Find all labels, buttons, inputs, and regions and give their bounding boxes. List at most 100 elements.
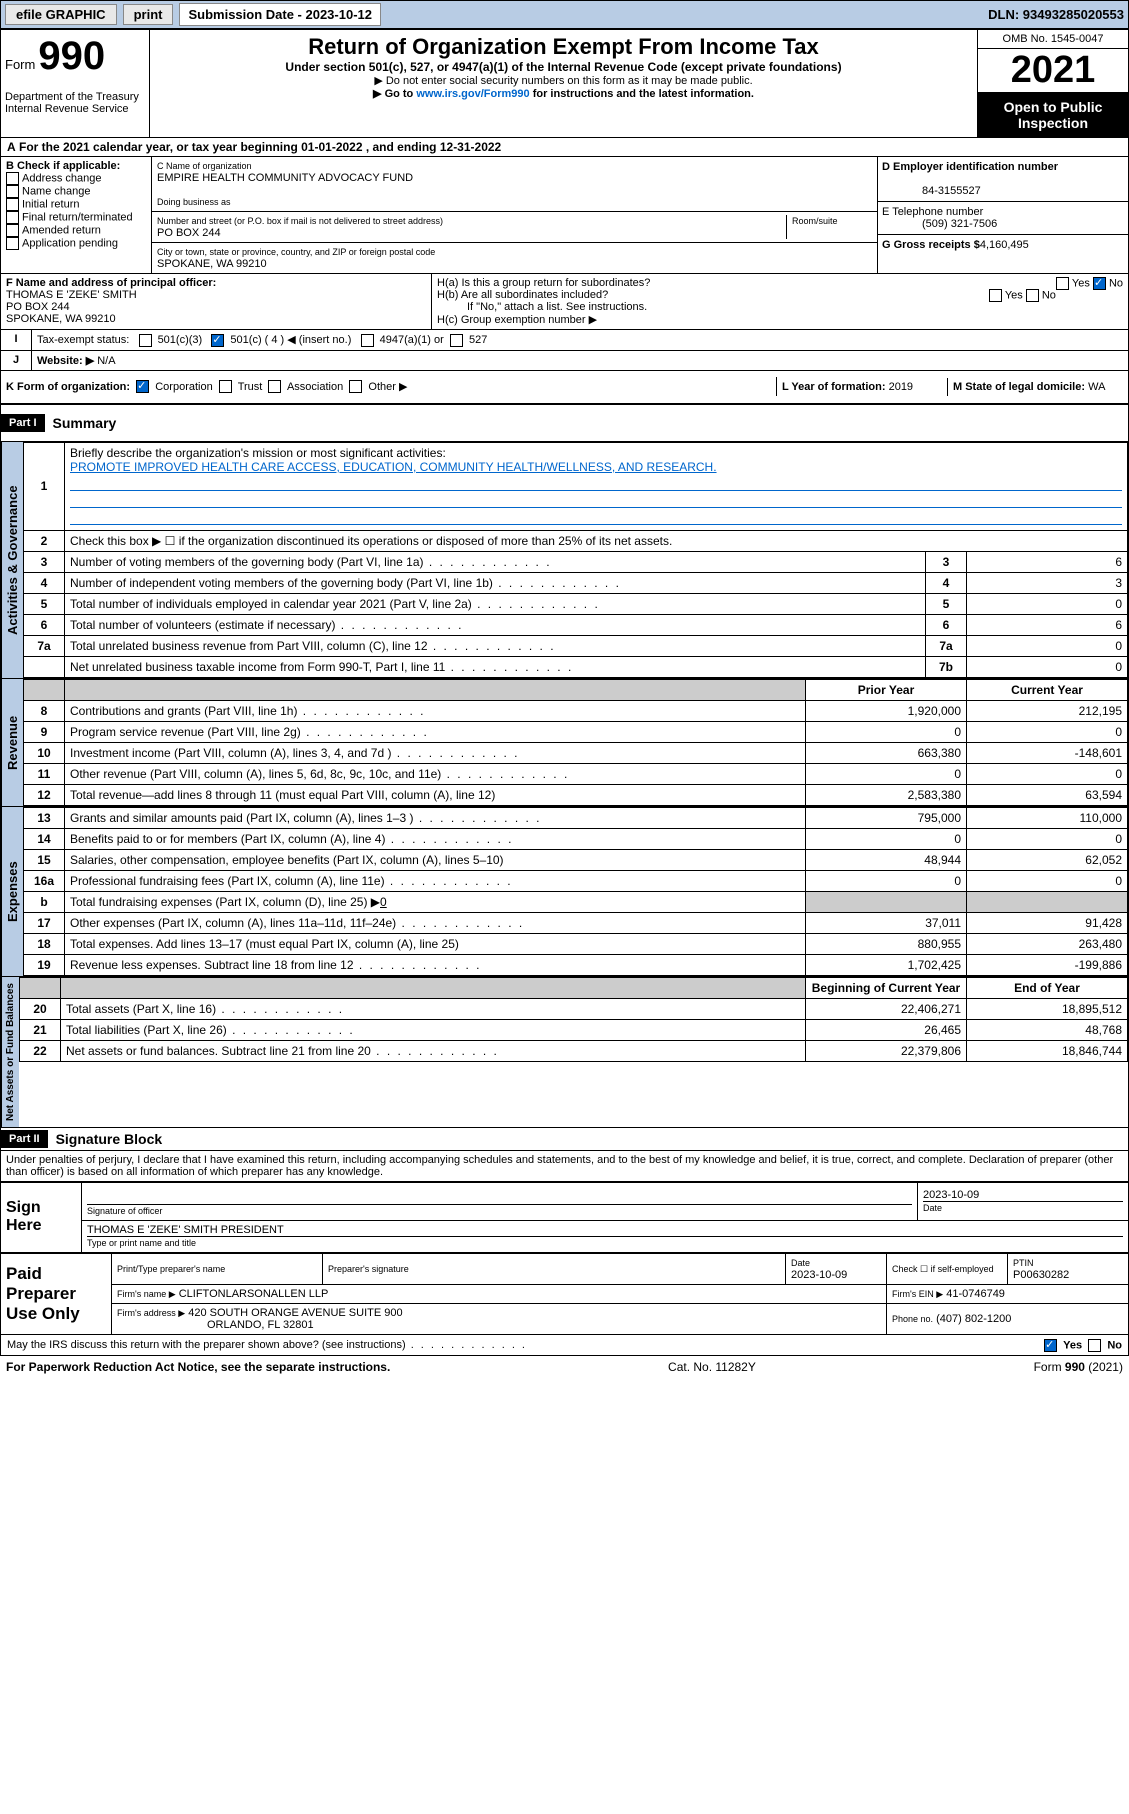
l21e: 48,768 [967, 1019, 1128, 1040]
hb-no[interactable] [1026, 289, 1039, 302]
ha-label: H(a) Is this a group return for subordin… [437, 277, 650, 289]
k-label: K Form of organization: [6, 381, 130, 393]
opt-pending: Application pending [22, 237, 118, 249]
opt-other: Other ▶ [368, 381, 407, 393]
opt-initial: Initial return [22, 198, 79, 210]
l2-label: Check this box ▶ ☐ if the organization d… [65, 530, 1128, 551]
l1-label: Briefly describe the organization's miss… [70, 446, 446, 460]
firm-addr-label: Firm's address ▶ [117, 1308, 185, 1318]
l17-label: Other expenses (Part IX, column (A), lin… [65, 912, 806, 933]
no-label: No [1109, 277, 1123, 289]
l19c: -199,886 [967, 954, 1128, 975]
l20e: 18,895,512 [967, 998, 1128, 1019]
section-klm: K Form of organization: Corporation Trus… [0, 371, 1129, 404]
begin-year: Beginning of Current Year [806, 977, 967, 998]
irs-link[interactable]: www.irs.gov/Form990 [416, 88, 529, 100]
form-label: Form [5, 57, 35, 72]
l12p: 2,583,380 [806, 784, 967, 805]
hb-yes[interactable] [989, 289, 1002, 302]
top-bar: efile GRAPHIC print Submission Date - 20… [0, 0, 1129, 29]
officer-addr1: PO BOX 244 [6, 301, 70, 313]
discuss-yes[interactable] [1044, 1339, 1057, 1352]
opt-501c3: 501(c)(3) [158, 334, 203, 346]
l4-val: 3 [967, 572, 1128, 593]
print-button[interactable]: print [123, 4, 174, 25]
sig-date: 2023-10-09 [923, 1189, 979, 1201]
paperwork-notice: For Paperwork Reduction Act Notice, see … [6, 1360, 390, 1374]
l16b-val: 0 [380, 895, 387, 909]
part1-hdr: Part I [1, 414, 45, 432]
chk-assoc[interactable] [268, 380, 281, 393]
l3-val: 6 [967, 551, 1128, 572]
discuss-no-label: No [1107, 1339, 1122, 1351]
chk-pending[interactable] [6, 237, 19, 250]
opt-address: Address change [22, 172, 102, 184]
l16a-label: Professional fundraising fees (Part IX, … [65, 870, 806, 891]
c-label: C Name of organization [157, 161, 252, 171]
chk-initial[interactable] [6, 198, 19, 211]
l3-label: Number of voting members of the governin… [65, 551, 926, 572]
l8c: 212,195 [967, 700, 1128, 721]
hb-label: H(b) Are all subordinates included? [437, 289, 608, 301]
l14p: 0 [806, 828, 967, 849]
self-emp-label: Check ☐ if self-employed [892, 1264, 994, 1274]
chk-corp[interactable] [136, 380, 149, 393]
chk-4947[interactable] [361, 334, 374, 347]
opt-501c: 501(c) ( 4 ) ◀ (insert no.) [230, 334, 351, 346]
paid-preparer: Paid Preparer Use Only [1, 1253, 112, 1334]
l10-label: Investment income (Part VIII, column (A)… [65, 742, 806, 763]
chk-527[interactable] [450, 334, 463, 347]
prep-date-label: Date [791, 1258, 810, 1268]
year-formed: 2019 [889, 381, 913, 393]
l22-label: Net assets or fund balances. Subtract li… [61, 1040, 806, 1061]
l11-label: Other revenue (Part VIII, column (A), li… [65, 763, 806, 784]
firm-addr2: ORLANDO, FL 32801 [117, 1319, 314, 1331]
chk-address[interactable] [6, 172, 19, 185]
b-label: B Check if applicable: [6, 160, 120, 172]
chk-namechange[interactable] [6, 185, 19, 198]
chk-amended[interactable] [6, 224, 19, 237]
firm-phone: (407) 802-1200 [936, 1313, 1011, 1325]
discuss-no[interactable] [1088, 1339, 1101, 1352]
declaration: Under penalties of perjury, I declare th… [0, 1151, 1129, 1182]
opt-amended: Amended return [22, 224, 101, 236]
l15p: 48,944 [806, 849, 967, 870]
l12c: 63,594 [967, 784, 1128, 805]
l16b-label: Total fundraising expenses (Part IX, col… [70, 895, 380, 909]
section-bcde: B Check if applicable: Address change Na… [0, 157, 1129, 274]
tab-governance: Activities & Governance [1, 442, 23, 678]
firm-addr: 420 SOUTH ORANGE AVENUE SUITE 900 [188, 1307, 402, 1319]
org-address: PO BOX 244 [157, 227, 221, 239]
hc-label: H(c) Group exemption number ▶ [437, 314, 597, 326]
hb2-label: If "No," attach a list. See instructions… [437, 301, 647, 313]
prep-sig-label: Preparer's signature [328, 1264, 409, 1274]
l14c: 0 [967, 828, 1128, 849]
omb-number: OMB No. 1545-0047 [978, 30, 1128, 49]
l6-val: 6 [967, 614, 1128, 635]
governance-table: 1Briefly describe the organization's mis… [23, 442, 1128, 678]
firm-name-label: Firm's name ▶ [117, 1289, 176, 1299]
l12-label: Total revenue—add lines 8 through 11 (mu… [65, 784, 806, 805]
chk-final[interactable] [6, 211, 19, 224]
efile-button[interactable]: efile GRAPHIC [5, 4, 117, 25]
chk-501c[interactable] [211, 334, 224, 347]
l11c: 0 [967, 763, 1128, 784]
chk-trust[interactable] [219, 380, 232, 393]
part2-hdr: Part II [1, 1130, 48, 1148]
paid-preparer-table: Paid Preparer Use Only Print/Type prepar… [0, 1253, 1129, 1335]
chk-501c3[interactable] [139, 334, 152, 347]
ha-no[interactable] [1093, 277, 1106, 290]
section-a: A For the 2021 calendar year, or tax yea… [1, 138, 1128, 156]
org-name: EMPIRE HEALTH COMMUNITY ADVOCACY FUND [157, 172, 413, 184]
m-label: M State of legal domicile: [953, 381, 1085, 393]
l9p: 0 [806, 721, 967, 742]
l17c: 91,428 [967, 912, 1128, 933]
ha-yes[interactable] [1056, 277, 1069, 290]
tax-year-range: For the 2021 calendar year, or tax year … [19, 140, 501, 154]
opt-trust: Trust [238, 381, 263, 393]
revenue-table: Prior YearCurrent Year 8Contributions an… [23, 679, 1128, 806]
dept-treasury: Department of the Treasury [5, 91, 139, 103]
chk-other[interactable] [349, 380, 362, 393]
l5-val: 0 [967, 593, 1128, 614]
sign-here: Sign Here [1, 1182, 82, 1252]
